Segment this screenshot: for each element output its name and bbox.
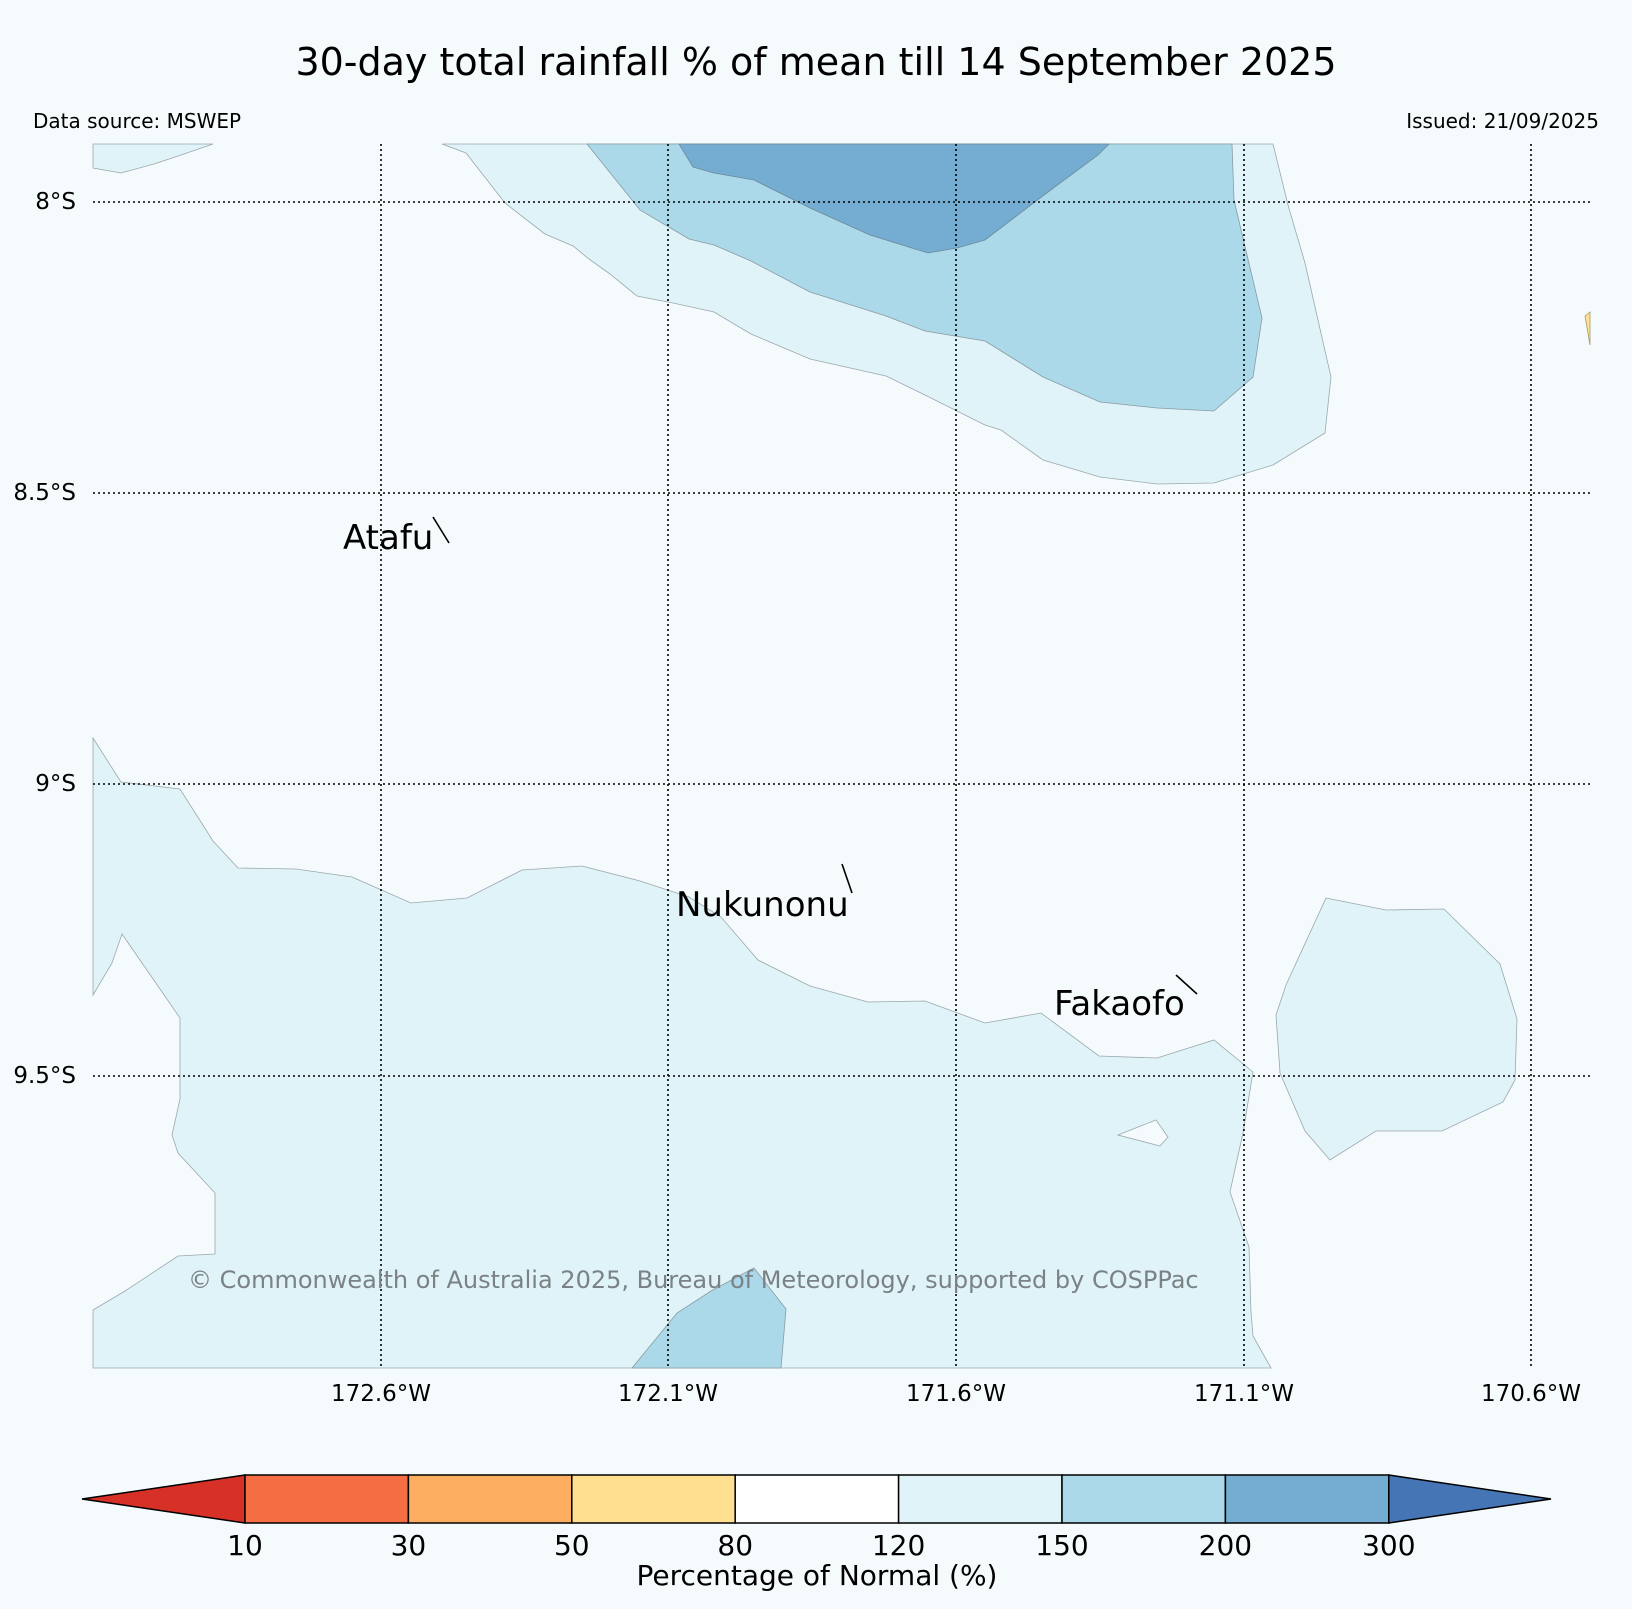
lon-label-170-6: 170.6°W — [1481, 1381, 1581, 1407]
copyright-text: © Commonwealth of Australia 2025, Bureau… — [188, 1266, 1199, 1294]
colorbar-label: Percentage of Normal (%) — [637, 1559, 998, 1592]
colorbar-tick-200: 200 — [1199, 1529, 1252, 1562]
colorbar-swatch-120-150 — [897, 1474, 1063, 1524]
contour-hole — [1116, 1119, 1169, 1147]
place-fakaofo: Fakaofo — [1054, 984, 1185, 1024]
lon-label-171-1: 171.1°W — [1194, 1381, 1294, 1407]
contour-east-blob — [1275, 897, 1518, 1161]
place-nukunonu: Nukunonu — [676, 885, 849, 925]
lon-label-171-6: 171.6°W — [906, 1381, 1006, 1407]
island-nukunonu-marker — [841, 863, 853, 894]
colorbar-tick-80: 80 — [717, 1529, 753, 1562]
island-markers — [432, 516, 1198, 995]
colorbar-swatch-200-300 — [1224, 1474, 1390, 1524]
lat-label-8: 8°S — [35, 189, 76, 215]
data-source: Data source: MSWEP — [33, 109, 242, 133]
colorbar-tick-300: 300 — [1362, 1529, 1415, 1562]
colorbar-tick-150: 150 — [1035, 1529, 1088, 1562]
colorbar-swatch-30-50 — [407, 1474, 573, 1524]
contour-south-mid — [631, 1267, 787, 1369]
colorbar-tick-30: 30 — [391, 1529, 427, 1562]
colorbar-tick-120: 120 — [872, 1529, 925, 1562]
colorbar-tick-10: 10 — [227, 1529, 263, 1562]
colorbar-swatch-150-200 — [1061, 1474, 1227, 1524]
lon-label-172-6: 172.6°W — [331, 1381, 431, 1407]
colorbar — [81, 1474, 1552, 1524]
colorbar-swatch-50-80 — [571, 1474, 736, 1524]
colorbar-swatch-10-30 — [244, 1474, 410, 1524]
chart-title: 30-day total rainfall % of mean till 14 … — [295, 40, 1337, 84]
colorbar-tick-50: 50 — [554, 1529, 590, 1562]
contour-80-yellow — [1584, 311, 1591, 346]
contour-north-inner — [678, 143, 1110, 254]
lat-label-9-5: 9.5°S — [13, 1063, 76, 1089]
lat-label-8-5: 8.5°S — [13, 480, 76, 506]
gridlines — [93, 144, 1590, 1368]
contour-200-300 — [678, 143, 1110, 254]
issued-date: Issued: 21/09/2025 — [1406, 109, 1599, 133]
colorbar-extend-high — [1388, 1474, 1552, 1524]
contour-150-200 — [586, 143, 1263, 1369]
contour-south — [92, 736, 1272, 1369]
colorbar-extend-low — [81, 1474, 246, 1524]
contour-top-left — [92, 143, 214, 174]
island-fakaofo-marker — [1175, 974, 1198, 995]
lat-label-9: 9°S — [35, 771, 76, 797]
colorbar-swatch-80-120 — [734, 1474, 900, 1524]
contour-north-mid — [586, 143, 1263, 412]
island-atafu-marker — [432, 516, 450, 544]
lon-label-172-1: 172.1°W — [618, 1381, 718, 1407]
place-atafu: Atafu — [343, 518, 433, 558]
